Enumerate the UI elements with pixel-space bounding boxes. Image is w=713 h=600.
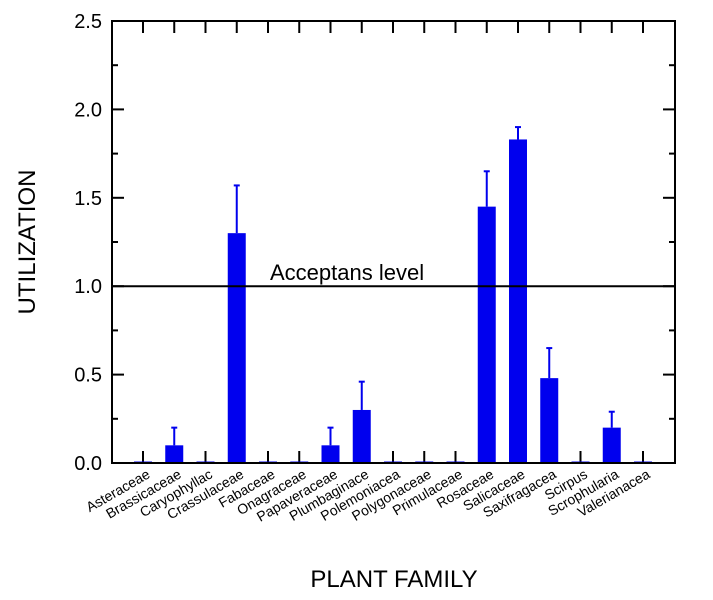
bars — [134, 139, 652, 463]
plot-frame — [111, 20, 676, 464]
bar-plumbaginace — [352, 409, 371, 463]
x-tick-labels: AsteraceaeBrassicaceaeCaryophyllacCrassu… — [83, 466, 653, 525]
bar-crassulaceae — [227, 233, 246, 463]
bar-brassicaceae — [165, 445, 184, 463]
y-tick-label: 0.5 — [74, 365, 102, 387]
error-bars — [171, 126, 615, 446]
y-axis-title: UTILIZATION — [14, 170, 41, 315]
y-tick-label: 1.0 — [74, 276, 102, 298]
bar-rosaceae — [477, 206, 496, 463]
bar-saxifragacea — [540, 378, 559, 463]
y-tick-label: 0.0 — [74, 453, 102, 475]
bar-salicaceae — [509, 139, 527, 463]
y-tick-labels: 0.0 0.5 1.0 1.5 2.0 2.5 — [74, 11, 102, 475]
acceptance-level-label: Acceptans level — [270, 260, 424, 285]
y-tick-label: 1.5 — [74, 188, 102, 210]
bar-papaveraceae — [321, 445, 340, 463]
x-axis-title: PLANT FAMILY — [310, 566, 477, 593]
y-tick-label: 2.5 — [74, 11, 102, 33]
axis-ticks — [112, 20, 675, 464]
bar-scrophularia — [602, 427, 621, 463]
y-tick-label: 2.0 — [74, 99, 102, 121]
